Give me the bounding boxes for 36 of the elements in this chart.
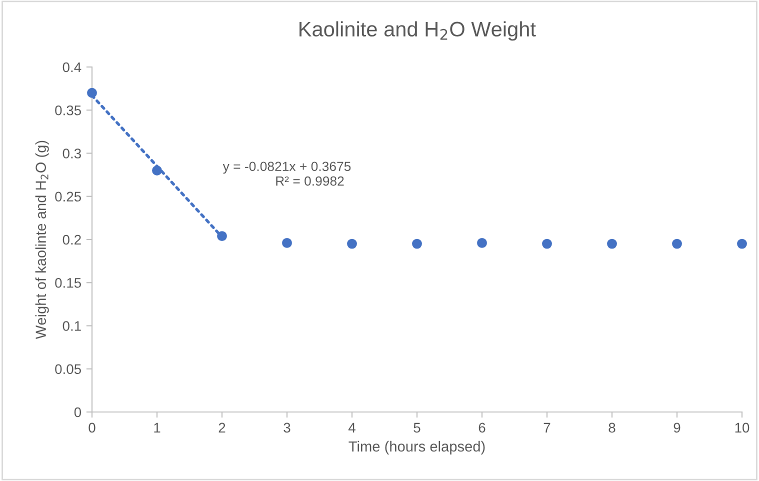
point — [412, 238, 422, 249]
x-tick-label: 10 — [735, 422, 750, 433]
point — [607, 238, 617, 249]
y-tick-label: 0.1 — [62, 321, 81, 331]
point — [477, 238, 487, 248]
y-tick-label: 0.35 — [55, 105, 82, 116]
point — [737, 238, 747, 249]
x-tick-label: 9 — [674, 422, 680, 433]
x-tick-label: 6 — [478, 422, 486, 433]
y-tick-label: 0.4 — [62, 62, 82, 72]
x-tick-label: 1 — [154, 422, 160, 432]
point — [217, 231, 227, 242]
point — [347, 238, 357, 249]
x-tick-label: 8 — [608, 422, 616, 433]
y-tick-label: 0.15 — [55, 278, 82, 288]
chart-title: Kaolinite and H$_{2}$O Weight — [300, 21, 536, 41]
x-tick-label: 4 — [348, 422, 356, 432]
y-axis-title: Weight of kaolinte and H$_{2}$O (g) — [35, 140, 49, 340]
y-tick-label: 0.25 — [55, 192, 82, 202]
x-tick-label: 0 — [88, 422, 96, 433]
point — [152, 166, 162, 176]
y-tick-label: 0.2 — [62, 234, 81, 245]
y-tick-label: 0.3 — [62, 148, 81, 158]
x-tick-label: 2 — [218, 422, 226, 432]
x-tick-label: 3 — [284, 422, 290, 433]
point — [542, 238, 552, 249]
point — [282, 238, 292, 248]
x-tick-label: 5 — [414, 422, 420, 433]
x-axis-title: Time (hours elapsed) — [348, 440, 485, 455]
point — [87, 88, 97, 98]
annotation: y = -0.0821x + 0.3675 — [222, 162, 351, 174]
x-tick-label: 7 — [544, 422, 550, 432]
point — [672, 238, 682, 249]
y-tick-label: 0.05 — [55, 364, 82, 374]
y-tick-label: 0 — [74, 407, 82, 418]
annotation: R² = 0.9982 — [276, 176, 344, 186]
